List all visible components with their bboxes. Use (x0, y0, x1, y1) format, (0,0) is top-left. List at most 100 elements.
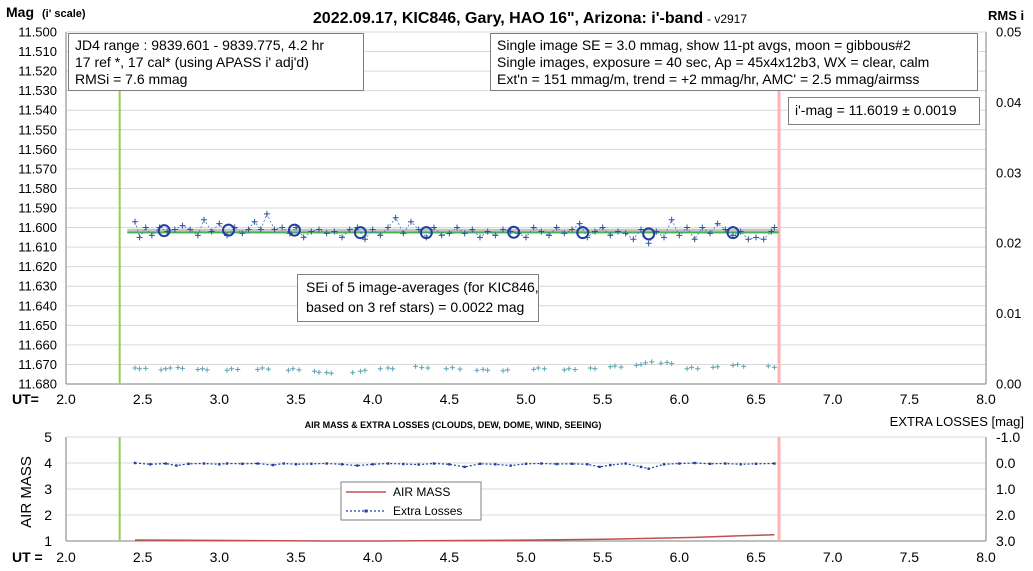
single-point (523, 234, 529, 241)
top-y-tick-label: 11.590 (18, 201, 57, 216)
single-point (592, 228, 598, 235)
extra-losses-point (598, 465, 601, 469)
single-point (607, 232, 614, 239)
sei-line-1: SEi of 5 image-averages (for KIC846, (306, 279, 539, 295)
bottom-y2-ticks: -1.0 0.0 1.0 2.0 3.0 (996, 429, 1020, 549)
top-y-tick-label: 11.580 (18, 181, 57, 196)
check-star-point (649, 359, 655, 365)
extra-losses-point (164, 462, 167, 465)
extra-losses-point (225, 462, 229, 465)
extra-losses-point (282, 462, 285, 465)
x-axis-title: UT= (12, 391, 39, 407)
single-point (699, 224, 706, 231)
single-point (615, 228, 621, 235)
check-star-point (607, 364, 613, 370)
check-star-point (362, 367, 368, 373)
single-point (201, 216, 207, 223)
top-y-tick-label: 11.630 (18, 279, 57, 294)
single-point (369, 226, 376, 233)
check-star-point (158, 367, 164, 373)
single-point (469, 226, 476, 233)
top-x-tick-label: 6.0 (670, 391, 690, 407)
bottom-y-tick-label: 2 (44, 507, 52, 523)
single-point (745, 236, 752, 243)
extra-losses-point (133, 461, 137, 465)
bottom-x-tick-label: 2.5 (133, 549, 153, 565)
average-point (726, 226, 740, 240)
average-point (353, 226, 367, 240)
extra-losses-point (187, 462, 190, 465)
check-star-point (195, 367, 201, 373)
single-point (645, 240, 652, 247)
single-point (630, 236, 637, 243)
bottom-x-tick-label: 5.0 (516, 549, 536, 565)
bottom-x-tick-label: 7.5 (900, 549, 920, 565)
check-star-point (535, 365, 541, 371)
single-point (331, 228, 338, 235)
check-star-point (132, 365, 138, 371)
check-star-point (199, 366, 205, 372)
extra-losses-point (555, 462, 558, 466)
single-point (553, 224, 560, 231)
top-x-ticks: 2.0 2.5 3.0 3.5 4.0 4.5 5.0 5.5 6.0 6.5 7.0 7.5 8.0 (56, 391, 996, 407)
single-point (245, 226, 252, 233)
top-x-tick-label: 7.5 (900, 391, 920, 407)
check-star-point (296, 367, 302, 373)
extra-losses-point (647, 467, 650, 470)
top-y-tick-label: 11.510 (18, 44, 57, 59)
check-star-point (425, 365, 431, 371)
bottom-y-title: AIR MASS (18, 456, 35, 528)
single-point (771, 224, 778, 231)
airmass-line (134, 534, 775, 542)
check-star-point (669, 361, 675, 367)
top-y-tick-label: 11.620 (18, 259, 57, 274)
bottom-y-tick-label: 3 (44, 481, 52, 497)
single-point (684, 224, 690, 231)
info-left-line-1: JD4 range : 9839.601 - 9839.775, 4.2 hr (75, 37, 325, 53)
top-y2-tick-label: 0.04 (996, 95, 1021, 110)
result-box: i'-mag = 11.6019 ± 0.0019 (788, 97, 980, 125)
check-star-point (357, 368, 363, 374)
check-star-point (167, 365, 173, 371)
result-text: i'-mag = 11.6019 ± 0.0019 (795, 102, 957, 118)
bottom-y2-tick-label: 3.0 (996, 533, 1016, 549)
single-point (492, 232, 499, 239)
single-point (661, 234, 667, 241)
single-point (316, 226, 322, 233)
single-point (768, 228, 775, 235)
top-y-tick-label: 11.520 (18, 64, 57, 79)
bottom-x-tick-label: 7.0 (823, 549, 843, 565)
check-star-point (541, 366, 547, 372)
top-y-tick-label: 11.540 (18, 103, 57, 118)
info-right-line-2: Single images, exposure = 40 sec, Ap = 4… (497, 54, 930, 70)
single-point (760, 236, 767, 243)
extra-losses-point (739, 463, 742, 466)
single-point (538, 228, 545, 235)
check-star-point (316, 369, 322, 375)
top-y-tick-label: 11.550 (18, 122, 57, 137)
singles-line (134, 212, 775, 244)
top-x-tick-label: 3.0 (210, 391, 230, 407)
single-point (300, 234, 307, 241)
extra-losses-point (417, 463, 420, 466)
check-star-point (350, 370, 356, 376)
bottom-x-tick-label: 6.5 (746, 549, 766, 565)
single-point (251, 218, 258, 225)
extra-losses-point (149, 463, 152, 466)
check-star-point (618, 364, 624, 370)
top-x-tick-label: 5.0 (516, 391, 536, 407)
extra-losses-point (662, 463, 666, 466)
check-star-point (561, 367, 567, 373)
bottom-y2-tick-label: 2.0 (996, 507, 1016, 523)
bottom-x-tick-label: 3.5 (286, 549, 306, 565)
extra-losses-point (432, 462, 436, 465)
bottom-x-tick-label: 8.0 (976, 549, 996, 565)
single-point (454, 224, 460, 231)
bottom-y2-tick-label: -1.0 (996, 429, 1020, 445)
single-point (676, 232, 683, 239)
bottom-x-tick-label: 3.0 (210, 549, 230, 565)
average-point (419, 226, 433, 240)
check-star-point (175, 365, 181, 371)
info-right-line-1: Single image SE = 3.0 mmag, show 11-pt a… (497, 37, 911, 53)
single-point (323, 230, 330, 237)
